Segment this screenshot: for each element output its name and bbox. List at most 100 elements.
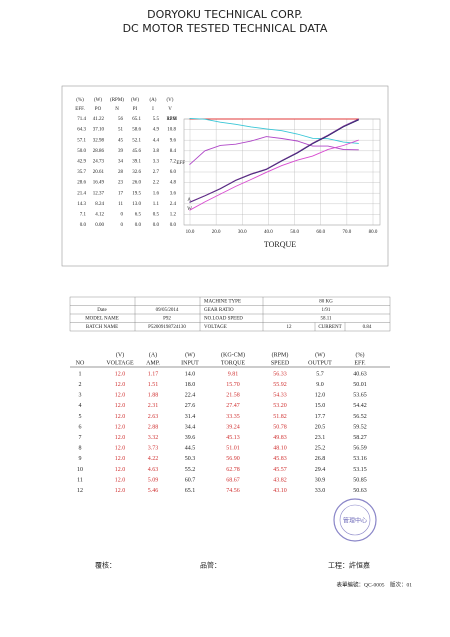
stamp-text: 管理中心	[343, 516, 367, 524]
info-label: BATCH NAME	[86, 325, 118, 330]
table-cell: 54.42	[353, 403, 367, 409]
axis-value: 58.6	[132, 128, 141, 133]
curve	[189, 136, 359, 166]
stamp-ring	[339, 504, 371, 536]
table-cell: 12.0	[315, 393, 326, 399]
table-cell: 65.1	[185, 488, 196, 494]
table-cell: 34.4	[185, 424, 196, 430]
axis-unit: (%)	[76, 98, 84, 103]
table-cell: 11	[77, 477, 83, 483]
axis-unit: (W)	[131, 98, 139, 103]
axis-name: V	[168, 107, 172, 112]
table-cell: 12	[77, 488, 83, 494]
axis-value: 39.1	[132, 160, 141, 165]
table-cell: 59.52	[353, 424, 367, 430]
axis-value: 3.3	[153, 160, 160, 165]
table-cell: 2.63	[148, 414, 159, 420]
table-cell: 12.0	[115, 435, 126, 441]
axis-value: 6.0	[170, 170, 177, 175]
axis-value: 45	[118, 138, 124, 143]
table-cell: 50.78	[273, 424, 287, 430]
axis-value: 2.4	[170, 202, 177, 207]
axis-value: 9.6	[170, 138, 177, 143]
axis-name: N	[115, 107, 119, 112]
x-tick-label: 80.0	[369, 230, 378, 235]
table-cell: 56.59	[353, 446, 367, 452]
table-cell: 20.5	[315, 424, 326, 430]
axis-value: 28	[118, 170, 124, 175]
table-cell: 3.32	[148, 435, 159, 441]
axis-value: 10.8	[167, 128, 176, 133]
table-cell: 3.73	[148, 446, 159, 452]
axis-name: PI	[133, 107, 138, 112]
axis-value: 51	[118, 128, 124, 133]
axis-value: 4.4	[153, 138, 160, 143]
axis-value: 4.12	[95, 213, 104, 218]
axis-value: 8.4	[170, 149, 177, 154]
column-unit: (A)	[149, 351, 157, 358]
column-header: AMP.	[146, 360, 160, 366]
column-unit: (%)	[356, 351, 365, 358]
table-cell: 4	[79, 403, 82, 409]
table-cell: 58.27	[353, 435, 367, 441]
table-cell: 51.82	[273, 414, 287, 420]
table-cell: 5.46	[148, 488, 159, 494]
curve	[189, 139, 359, 211]
table-cell: 8	[79, 446, 82, 452]
table-cell: 50.85	[353, 477, 367, 483]
doc-title: DC MOTOR TESTED TECHNICAL DATA	[123, 22, 328, 35]
axis-value: 12.0	[167, 117, 176, 122]
table-cell: 50.63	[353, 488, 367, 494]
signature: 覆核：	[95, 561, 116, 570]
axis-value: 2.2	[153, 181, 160, 186]
column-header: VOLTAGE	[106, 360, 134, 366]
table-cell: 9.0	[316, 382, 324, 388]
table-cell: 29.4	[315, 467, 326, 473]
info-label: MACHINE TYPE	[204, 300, 241, 305]
table-cell: 12.0	[115, 446, 126, 452]
table-cell: 12.0	[115, 414, 126, 420]
table-cell: 12.0	[115, 467, 126, 473]
axis-value: 32.6	[132, 170, 141, 175]
axis-value: 6.5	[135, 213, 142, 218]
table-cell: 12.0	[115, 424, 126, 430]
table-cell: 27.6	[185, 403, 196, 409]
signature: 工程：許恒嘉	[328, 561, 370, 570]
table-cell: 12.0	[115, 456, 126, 462]
axis-value: 0	[121, 223, 124, 228]
info-label: CURRENT	[318, 325, 341, 330]
info-label: MODEL NAME	[85, 317, 119, 322]
x-axis-label: TORQUE	[264, 240, 296, 249]
table-cell: 45.83	[273, 456, 287, 462]
table-cell: 54.33	[273, 393, 287, 399]
table-cell: 3	[79, 393, 82, 399]
table-cell: 12.0	[115, 477, 126, 483]
table-cell: 9	[79, 456, 82, 462]
axis-value: 12.37	[93, 191, 105, 196]
axis-value: 7.1	[80, 213, 87, 218]
x-tick-label: 10.0	[186, 230, 195, 235]
axis-value: 1.6	[153, 191, 160, 196]
table-cell: 43.82	[273, 477, 287, 483]
table-cell: 45.57	[273, 467, 287, 473]
axis-value: 28.86	[93, 149, 105, 154]
table-cell: 27.47	[226, 403, 240, 409]
table-cell: 9.81	[228, 371, 239, 377]
column-unit: (W)	[185, 351, 195, 358]
table-cell: 62.78	[226, 467, 240, 473]
info-value: 12	[287, 325, 293, 330]
table-cell: 2	[79, 382, 82, 388]
axis-value: 20.61	[93, 170, 105, 175]
x-tick-label: 40.0	[264, 230, 273, 235]
axis-value: 52.1	[132, 138, 141, 143]
info-value: 09/05/2014	[156, 308, 179, 313]
axis-value: 41.22	[93, 117, 105, 122]
column-header: NO	[76, 360, 85, 366]
table-cell: 1.51	[148, 382, 159, 388]
axis-name: PO	[95, 107, 102, 112]
table-cell: 33.35	[226, 414, 240, 420]
table-cell: 45.13	[226, 435, 240, 441]
info-value: P52009198724130	[148, 325, 186, 330]
curve-label: A	[187, 198, 191, 203]
info-table	[69, 296, 391, 332]
